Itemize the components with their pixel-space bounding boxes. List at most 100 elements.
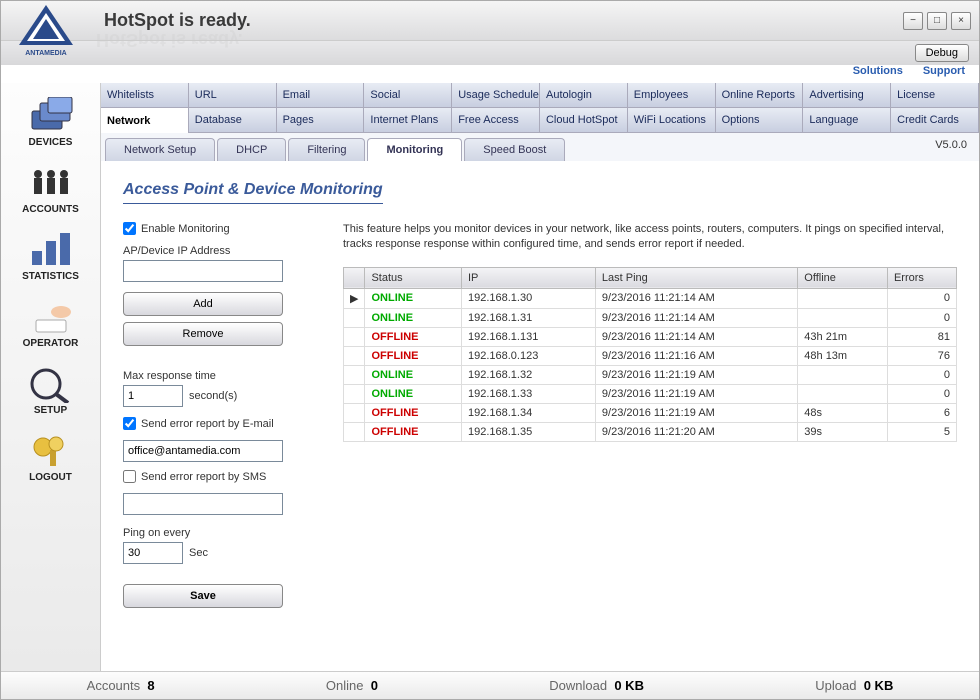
tab-autologin[interactable]: Autologin <box>540 83 628 108</box>
col-offline[interactable]: Offline <box>798 267 888 288</box>
settings-column: Enable Monitoring AP/Device IP Address A… <box>123 222 323 614</box>
tab-free-access[interactable]: Free Access <box>452 108 540 133</box>
subtab-speed-boost[interactable]: Speed Boost <box>464 138 565 161</box>
table-row[interactable]: OFFLINE192.168.1.359/23/2016 11:21:20 AM… <box>344 422 957 441</box>
cell-offline <box>798 384 888 403</box>
cell-errors: 6 <box>887 403 956 422</box>
row-marker <box>344 384 365 403</box>
app-title: HotSpot is ready. <box>104 10 251 31</box>
table-row[interactable]: OFFLINE192.168.0.1239/23/2016 11:21:16 A… <box>344 346 957 365</box>
sidebar: DEVICES ACCOUNTS STATISTICS OPERATOR SETUP LO… <box>1 83 101 671</box>
max-response-input[interactable] <box>123 385 183 407</box>
stat-upload: Upload 0 KB <box>815 678 893 693</box>
table-row[interactable]: OFFLINE192.168.1.1319/23/2016 11:21:14 A… <box>344 327 957 346</box>
cell-errors: 0 <box>887 384 956 403</box>
col-ip[interactable]: IP <box>461 267 595 288</box>
sidebar-item-operator[interactable]: OPERATOR <box>11 294 91 353</box>
subtab-monitoring[interactable]: Monitoring <box>367 138 462 161</box>
subtab-network-setup[interactable]: Network Setup <box>105 138 215 161</box>
tab-email[interactable]: Email <box>277 83 365 108</box>
table-row[interactable]: ONLINE192.168.1.329/23/2016 11:21:19 AM0 <box>344 365 957 384</box>
table-row[interactable]: ▶ONLINE192.168.1.309/23/2016 11:21:14 AM… <box>344 288 957 308</box>
cell-offline: 39s <box>798 422 888 441</box>
table-row[interactable]: OFFLINE192.168.1.349/23/2016 11:21:19 AM… <box>344 403 957 422</box>
stat-accounts: Accounts 8 <box>87 678 155 693</box>
solutions-link[interactable]: Solutions <box>853 65 903 83</box>
debug-button[interactable]: Debug <box>915 44 969 62</box>
sms-report-checkbox[interactable]: Send error report by SMS <box>123 470 323 483</box>
tab-wifi-locations[interactable]: WiFi Locations <box>628 108 716 133</box>
cell-lastping: 9/23/2016 11:21:19 AM <box>595 384 797 403</box>
cell-status: OFFLINE <box>365 327 462 346</box>
tab-cloud-hotspot[interactable]: Cloud HotSpot <box>540 108 628 133</box>
tab-pages[interactable]: Pages <box>277 108 365 133</box>
cell-status: OFFLINE <box>365 346 462 365</box>
logout-icon <box>26 432 76 470</box>
row-marker <box>344 403 365 422</box>
table-row[interactable]: ONLINE192.168.1.319/23/2016 11:21:14 AM0 <box>344 308 957 327</box>
add-button[interactable]: Add <box>123 292 283 316</box>
tab-whitelists[interactable]: Whitelists <box>101 83 189 108</box>
statistics-icon <box>26 231 76 269</box>
tab-network[interactable]: Network <box>101 108 189 133</box>
ping-interval-input[interactable] <box>123 542 183 564</box>
row-marker <box>344 327 365 346</box>
cell-offline <box>798 365 888 384</box>
cell-errors: 0 <box>887 308 956 327</box>
support-link[interactable]: Support <box>923 65 965 83</box>
tab-options[interactable]: Options <box>716 108 804 133</box>
tab-employees[interactable]: Employees <box>628 83 716 108</box>
enable-monitoring-checkbox[interactable]: Enable Monitoring <box>123 222 323 235</box>
tab-language[interactable]: Language <box>803 108 891 133</box>
email-report-checkbox[interactable]: Send error report by E-mail <box>123 417 323 430</box>
subtab-filtering[interactable]: Filtering <box>288 138 365 161</box>
row-marker <box>344 365 365 384</box>
minimize-button[interactable]: − <box>903 12 923 30</box>
close-button[interactable]: × <box>951 12 971 30</box>
col-status[interactable]: Status <box>365 267 462 288</box>
email-report-input[interactable] <box>123 440 283 462</box>
sidebar-item-devices[interactable]: DEVICES <box>11 93 91 152</box>
setup-icon <box>26 365 76 403</box>
col-errors[interactable]: Errors <box>887 267 956 288</box>
tab-usage-schedule[interactable]: Usage Schedule <box>452 83 540 108</box>
tab-license[interactable]: License <box>891 83 979 108</box>
cell-errors: 81 <box>887 327 956 346</box>
maximize-button[interactable]: □ <box>927 12 947 30</box>
table-row[interactable]: ONLINE192.168.1.339/23/2016 11:21:19 AM0 <box>344 384 957 403</box>
cell-errors: 0 <box>887 365 956 384</box>
tab-social[interactable]: Social <box>364 83 452 108</box>
tab-url[interactable]: URL <box>189 83 277 108</box>
save-button[interactable]: Save <box>123 584 283 608</box>
tab-internet-plans[interactable]: Internet Plans <box>364 108 452 133</box>
cell-ip: 192.168.1.131 <box>461 327 595 346</box>
tab-advertising[interactable]: Advertising <box>803 83 891 108</box>
tab-database[interactable]: Database <box>189 108 277 133</box>
sidebar-item-accounts[interactable]: ACCOUNTS <box>11 160 91 219</box>
sidebar-item-logout[interactable]: LOGOUT <box>11 428 91 487</box>
sidebar-item-statistics[interactable]: STATISTICS <box>11 227 91 286</box>
col-last-ping[interactable]: Last Ping <box>595 267 797 288</box>
cell-status: ONLINE <box>365 365 462 384</box>
tab-credit-cards[interactable]: Credit Cards <box>891 108 979 133</box>
row-marker: ▶ <box>344 288 365 308</box>
ip-address-input[interactable] <box>123 260 283 282</box>
cell-lastping: 9/23/2016 11:21:14 AM <box>595 308 797 327</box>
svg-text:ANTAMEDIA: ANTAMEDIA <box>25 50 66 57</box>
subtab-dhcp[interactable]: DHCP <box>217 138 286 161</box>
cell-status: ONLINE <box>365 384 462 403</box>
sidebar-label: STATISTICS <box>11 271 91 282</box>
remove-button[interactable]: Remove <box>123 322 283 346</box>
sms-report-input[interactable] <box>123 493 283 515</box>
sidebar-item-setup[interactable]: SETUP <box>11 361 91 420</box>
enable-monitoring-label: Enable Monitoring <box>141 223 230 235</box>
page-body: Access Point & Device Monitoring Enable … <box>101 161 979 671</box>
row-marker <box>344 308 365 327</box>
cell-lastping: 9/23/2016 11:21:20 AM <box>595 422 797 441</box>
tab-online-reports[interactable]: Online Reports <box>716 83 804 108</box>
monitor-column: This feature helps you monitor devices i… <box>343 222 957 614</box>
sidebar-label: ACCOUNTS <box>11 204 91 215</box>
sidebar-label: LOGOUT <box>11 472 91 483</box>
sidebar-label: DEVICES <box>11 137 91 148</box>
operator-icon <box>26 298 76 336</box>
